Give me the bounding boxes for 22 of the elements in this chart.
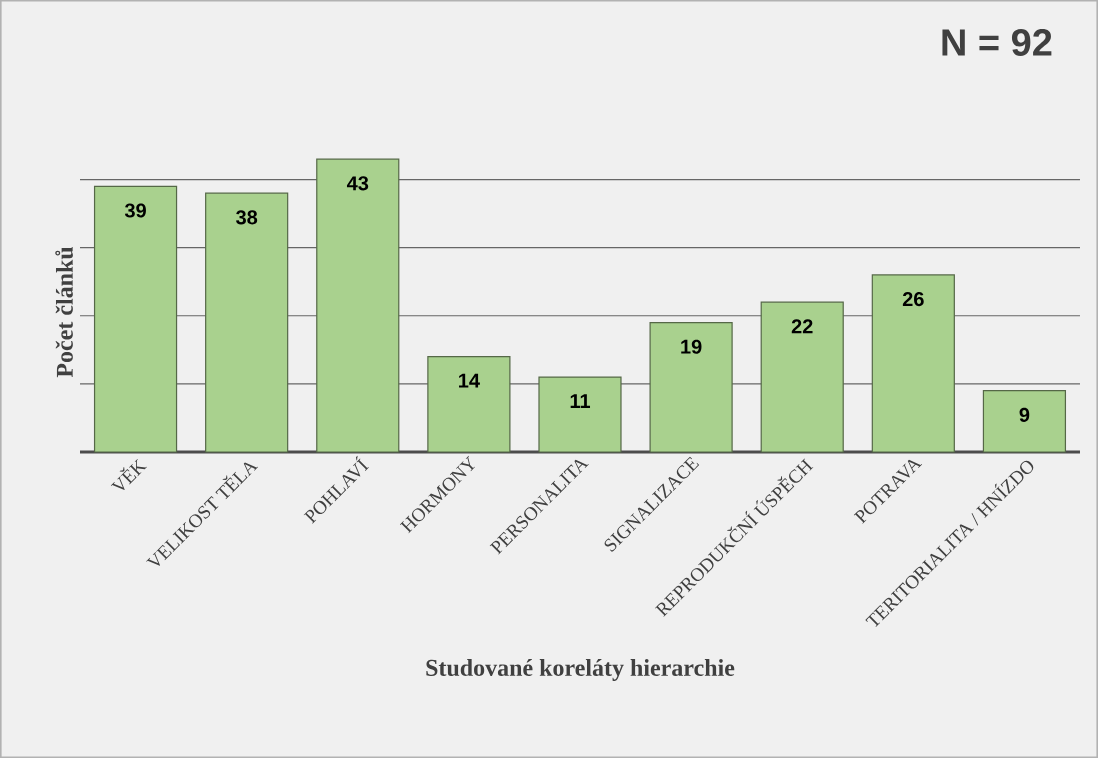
data-label: 39 (124, 203, 146, 218)
data-label: 38 (236, 210, 258, 225)
data-label: 43 (346, 176, 369, 191)
data-label: 11 (570, 394, 591, 408)
x-axis-title: Studované koreláty hierarchie (426, 659, 735, 681)
text: N = 92 (942, 29, 1052, 56)
bar (982, 390, 1067, 453)
bar (649, 321, 733, 453)
data-label: 14 (459, 373, 480, 388)
data-label: 22 (791, 319, 813, 334)
bar (205, 192, 289, 453)
bar (538, 376, 622, 453)
bar (871, 274, 955, 453)
data-label: 19 (681, 339, 702, 354)
bar (93, 185, 178, 453)
bar (316, 158, 400, 453)
data-label: 9 (1019, 407, 1030, 422)
bar (427, 356, 511, 453)
y-axis-title: Počet článků (55, 246, 73, 378)
data-label: 26 (902, 291, 924, 307)
bar (760, 301, 844, 453)
x-tick-label: VĚK (110, 458, 147, 490)
